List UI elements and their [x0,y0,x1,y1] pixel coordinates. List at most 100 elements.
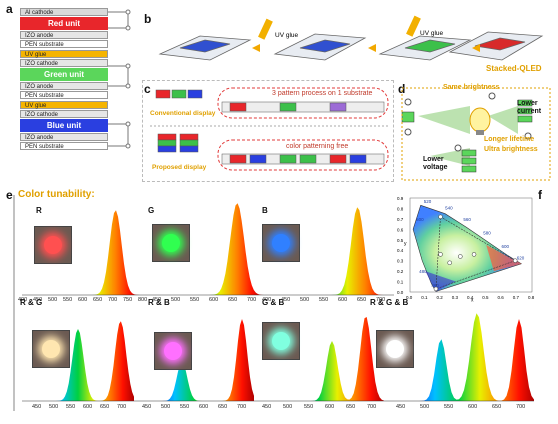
axis-tick-label: 700 [108,297,118,303]
cie-point [512,258,518,263]
cie-x-tick: 0.0 [406,295,413,300]
lower-current-label: Lower current [517,100,542,115]
longer-lifetime-label: Longer lifetime [484,136,535,143]
ultra-brightness-label: Ultra brightness [484,146,538,153]
axis-tick-label: 600 [209,297,219,303]
axis-tick-label: 600 [338,297,348,303]
cie-point [447,260,452,266]
cie-x-tick: 0.6 [498,295,505,300]
cie-y-label: y [404,241,407,247]
cie-x-tick: 0.2 [437,295,444,300]
conventional-display-label: Conventional display [150,110,216,117]
axis-tick-label: 450 [33,297,43,303]
axis-tick-label: 500 [420,404,430,410]
display-comparison-diagram [150,87,390,171]
cie-y-tick: 0.0 [397,290,404,295]
cie-y-tick: 0.2 [397,269,404,274]
uv-glue-label-2: UV glue [420,30,444,37]
axis-tick-label: 600 [83,404,93,410]
stack-layer: Blue unit [20,119,108,132]
axis-tick-label: 450 [32,404,42,410]
axis-tick-label: 750 [123,297,133,303]
cie-x-tick: 0.4 [467,295,474,300]
proposed-note: color patterning free [286,143,349,150]
el-photo [34,226,72,264]
panel-label-a: a [6,2,13,16]
cie-x-tick: 0.7 [513,295,520,300]
spectrum-title: G [148,206,155,215]
spectrum-rg [22,321,134,401]
axis-tick-label: 500 [161,404,171,410]
spectrum-gb [254,317,384,401]
cie-point [438,214,443,220]
cie-diagram: 0.0 0.1 0.2 0.3 0.4 0.5 0.6 0.7 0.8 0.0 0.1 0.2 0.3 0… [397,196,535,303]
spectrum-rgb [384,313,534,401]
cie-x-tick: 0.3 [452,295,459,300]
spectrum-g [142,203,264,295]
axis-tick-label: 700 [376,297,386,303]
el-photo [154,332,192,370]
cie-x-tick: 0.5 [482,295,489,300]
cie-y-tick: 0.3 [397,259,404,264]
uv-glue-label-1: UV glue [275,32,299,39]
spectrum-title: R & G & B [370,298,409,307]
cie-x-label: x [471,298,474,303]
cie-y-tick: 0.6 [397,227,404,232]
stack-layer: Red unit [20,17,108,30]
stack-layer: IZO cathode [20,59,108,67]
axis-tick-label: 450 [142,404,152,410]
emission-glow [164,342,182,360]
cie-point [458,254,463,259]
spectrum-title: G & B [262,298,285,307]
axis-tick-label: 700 [247,297,257,303]
cie-y-tick: 0.5 [397,238,404,243]
cie-y-tick: 0.4 [397,248,404,253]
spectrum-r [22,210,142,295]
performance-diagram [401,87,551,181]
cie-wavelength-label: 500 [416,217,424,222]
stack-layer: Green unit [20,68,108,81]
stack-layer: IZO cathode [20,110,108,118]
cie-point [438,252,443,257]
cie-wavelength-label: 540 [445,205,453,210]
cie-wavelength-label: 560 [463,217,471,222]
panel-label-f: f [538,188,542,202]
emission-glow [162,234,180,252]
axis-tick-label: 700 [516,404,526,410]
axis-tick-label: 600 [78,297,88,303]
cie-wavelength-label: 460 [431,283,439,288]
el-photo [262,224,300,262]
emission-glow [44,236,62,254]
emission-glow [42,340,60,358]
stack-layer: UV glue [20,101,108,109]
axis-tick-label: 500 [300,297,310,303]
axis-tick-label: 500 [48,297,58,303]
color-tunability-heading: Color tunability: [18,189,95,200]
stack-layer: PEN substrate [20,142,108,150]
spectrum-title: R & G [20,298,43,307]
stack-layer: IZO anode [20,82,108,90]
stacked-qled-label: Stacked-QLED [486,64,542,73]
axis-tick-label: 650 [492,404,502,410]
emission-glow [272,332,290,350]
axis-tick-label: 550 [66,404,76,410]
axis-tick-label: 450 [396,404,406,410]
cie-wavelength-label: 580 [483,231,491,236]
axis-tick-label: 700 [367,404,377,410]
axis-tick-label: 650 [228,297,238,303]
panel-label-c: c [144,82,151,96]
cie-point [433,286,439,292]
axis-tick-label: 450 [152,297,162,303]
stack-layer: IZO anode [20,31,108,39]
axis-tick-label: 650 [346,404,356,410]
cie-x-tick: 0.1 [421,295,428,300]
emission-glow [386,340,404,358]
axis-tick-label: 550 [304,404,314,410]
axis-tick-label: 700 [117,404,127,410]
spectrum-b [264,207,394,295]
el-photo [32,330,70,368]
axis-tick-label: 650 [218,404,228,410]
axis-tick-label: 400 [18,297,28,303]
panel-label-d: d [398,82,406,96]
cie-point [471,252,477,257]
